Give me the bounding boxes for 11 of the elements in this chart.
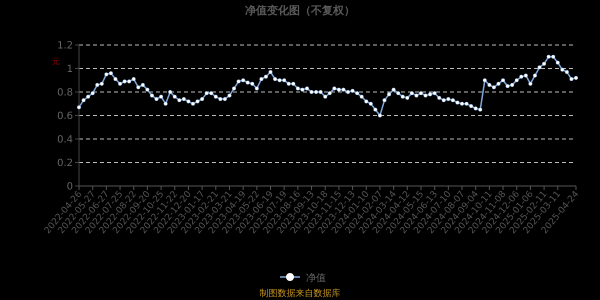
y-tick-label: 1 xyxy=(66,64,73,75)
y-tick-label: 0.2 xyxy=(57,158,73,169)
y-axis-title: 元 xyxy=(52,57,60,66)
y-tick-label: 0.6 xyxy=(57,111,73,122)
legend-label: 净值 xyxy=(306,272,326,284)
y-tick-label: 0.4 xyxy=(57,134,73,146)
text: 制图数据来自数据库 xyxy=(260,288,340,299)
y-tick-label: 1.2 xyxy=(57,40,73,52)
y-tick-label: 0 xyxy=(66,182,73,192)
chart-title: 净值变化图（不复权） xyxy=(245,4,355,17)
y-tick-label: 0.8 xyxy=(57,88,73,98)
